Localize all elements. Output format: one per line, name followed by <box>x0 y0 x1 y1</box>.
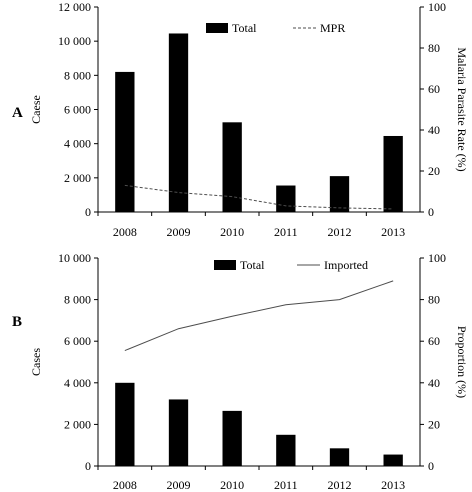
legend-swatch-bar <box>214 260 236 270</box>
bar <box>115 382 135 466</box>
y-axis-title: Cases <box>29 348 43 376</box>
x-tick-label: 2013 <box>381 225 405 239</box>
line-series-imported <box>124 280 394 352</box>
bar <box>222 410 242 466</box>
y-tick-label: 4 000 <box>64 376 91 390</box>
y2-tick-label: 0 <box>428 205 434 219</box>
y2-tick-label: 0 <box>428 459 434 473</box>
legend-label: Total <box>240 258 265 272</box>
y-tick-label: 0 <box>85 205 91 219</box>
y-tick-label: 10 000 <box>58 34 91 48</box>
y2-axis-title: Malaria Parasite Rate (%) <box>455 47 469 171</box>
x-tick-label: 2008 <box>113 225 137 239</box>
chart-panel-b: 0 2 000 4 000 6 000 8 000 10 000 0 20 40 60 80 100 2… <box>12 251 469 492</box>
y-tick-label: 2 000 <box>64 171 91 185</box>
y-tick-label: 6 000 <box>64 103 91 117</box>
bar <box>168 399 189 466</box>
bar <box>329 448 350 466</box>
legend-label: Imported <box>324 258 368 272</box>
x-tick-label: 2009 <box>167 478 191 492</box>
y2-tick-label: 100 <box>428 251 446 265</box>
x-tick-label: 2011 <box>274 478 298 492</box>
y-tick-label: 10 000 <box>58 251 91 265</box>
x-tick-label: 2011 <box>274 225 298 239</box>
bar <box>115 71 135 213</box>
line-series-mpr <box>124 184 394 210</box>
bar <box>383 454 403 466</box>
panel-label: A <box>12 105 23 121</box>
y-tick-label: 0 <box>85 459 91 473</box>
y-axis-title: Caese <box>29 95 43 124</box>
x-tick-label: 2008 <box>113 478 137 492</box>
legend-label: Total <box>232 21 257 35</box>
x-tick-label: 2010 <box>220 225 244 239</box>
bar <box>276 185 296 212</box>
y2-tick-label: 40 <box>428 376 440 390</box>
legend-swatch-bar <box>206 23 228 33</box>
y-tick-label: 8 000 <box>64 293 91 307</box>
y-tick-label: 2 000 <box>64 417 91 431</box>
bar <box>222 122 242 212</box>
y-tick-label: 4 000 <box>64 137 91 151</box>
x-tick-label: 2009 <box>167 225 191 239</box>
bar <box>168 33 189 212</box>
bar <box>383 135 403 212</box>
x-tick-label: 2010 <box>220 478 244 492</box>
x-tick-label: 2013 <box>381 478 405 492</box>
bar <box>276 434 296 466</box>
y2-tick-label: 20 <box>428 417 440 431</box>
legend-label: MPR <box>320 21 345 35</box>
y2-tick-label: 40 <box>428 123 440 137</box>
chart-panel-a: 0 2 000 4 000 6 000 8 000 10 000 12 000 0 20 40 60… <box>12 0 469 239</box>
y2-tick-label: 80 <box>428 41 440 55</box>
y2-axis-title: Proportion (%) <box>455 326 469 398</box>
y2-tick-label: 60 <box>428 82 440 96</box>
y2-tick-label: 80 <box>428 293 440 307</box>
y2-tick-label: 60 <box>428 334 440 348</box>
bar <box>329 176 350 212</box>
x-tick-label: 2012 <box>328 225 352 239</box>
y2-tick-label: 20 <box>428 164 440 178</box>
panel-label: B <box>12 314 22 330</box>
y2-tick-label: 100 <box>428 0 446 14</box>
y-tick-label: 6 000 <box>64 334 91 348</box>
x-tick-label: 2012 <box>328 478 352 492</box>
y-tick-label: 12 000 <box>58 0 91 14</box>
y-tick-label: 8 000 <box>64 68 91 82</box>
